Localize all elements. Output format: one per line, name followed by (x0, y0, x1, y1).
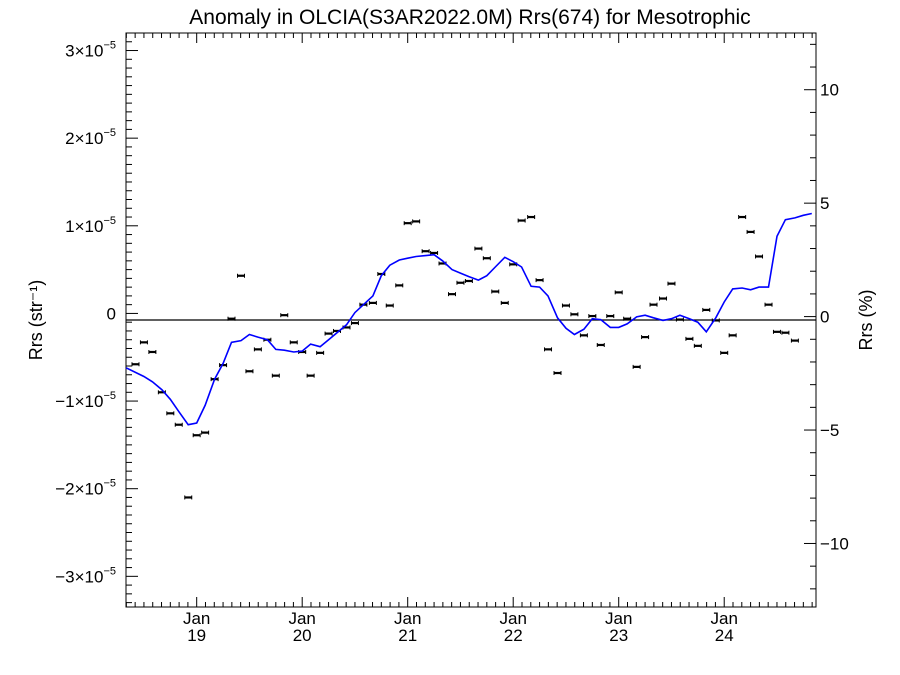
data-point (659, 296, 668, 301)
data-point (316, 350, 325, 355)
x-tick-label-month: Jan (711, 609, 738, 628)
y-right-tick-label: 0 (820, 308, 829, 327)
data-point (253, 347, 262, 352)
series-layer (125, 212, 812, 500)
data-point (448, 292, 457, 297)
y-left-tick-label: −2×10−5 (55, 478, 116, 499)
x-tick-label-year: 19 (187, 626, 206, 645)
data-point (702, 307, 711, 312)
data-point (649, 302, 658, 307)
data-point (772, 329, 781, 334)
x-tick-label-month: Jan (394, 609, 421, 628)
data-point (306, 373, 315, 378)
data-point (570, 312, 579, 317)
data-point (166, 411, 175, 416)
data-point (131, 362, 140, 367)
x-tick-label-month: Jan (499, 609, 526, 628)
data-point (781, 330, 790, 335)
y-right-tick-label: 5 (820, 194, 829, 213)
data-point (561, 303, 570, 308)
data-point (227, 316, 236, 321)
chart-title: Anomaly in OLCIA(S3AR2022.0M) Rrs(674) f… (189, 6, 750, 29)
y-left-tick-label: 2×10−5 (65, 127, 116, 148)
data-point (535, 278, 544, 283)
y-left-tick-label: 3×10−5 (65, 40, 116, 61)
y-left-tick-label: −1×10−5 (55, 390, 116, 411)
data-point (790, 338, 799, 343)
y-right-tick-label: 10 (820, 81, 839, 100)
data-point (685, 336, 694, 341)
data-point (421, 249, 430, 254)
data-point (412, 219, 421, 224)
series-line-smoothed (125, 212, 812, 426)
data-point (517, 218, 526, 223)
data-point (764, 302, 773, 307)
y-axis-left-ticks: 3×10−5 2×10−5 1×10−5 0 −1×10−5 −2×10−5 −3×10−5 (55, 32, 138, 604)
data-point (632, 364, 641, 369)
data-point (755, 254, 764, 259)
x-tick-label-month: Jan (288, 609, 315, 628)
y-left-tick-label: 1×10−5 (65, 215, 116, 236)
data-point (606, 314, 615, 319)
data-point (623, 316, 632, 321)
data-point (201, 430, 210, 435)
data-point (720, 350, 729, 355)
data-point (464, 279, 473, 284)
x-tick-label-year: 21 (398, 626, 417, 645)
data-point (667, 281, 676, 286)
data-point (368, 300, 377, 305)
data-point (553, 371, 562, 376)
x-tick-label-month: Jan (605, 609, 632, 628)
data-point (728, 333, 737, 338)
data-point (596, 342, 605, 347)
data-point (579, 333, 588, 338)
data-point (324, 331, 333, 336)
y-left-tick-label: 0 (107, 304, 116, 323)
data-point (675, 317, 684, 322)
x-tick-label-year: 22 (504, 626, 523, 645)
data-point (148, 349, 157, 354)
y-right-tick-label: −5 (820, 421, 839, 440)
data-point (491, 289, 500, 294)
y-left-tick-label: −3×10−5 (55, 565, 116, 586)
data-point (614, 290, 623, 295)
data-point (174, 422, 183, 427)
data-point (544, 347, 553, 352)
data-point (641, 335, 650, 340)
x-tick-label-year: 24 (715, 626, 734, 645)
data-point (527, 215, 536, 220)
data-point (289, 340, 298, 345)
data-point (738, 215, 747, 220)
data-point (395, 283, 404, 288)
data-point (500, 300, 509, 305)
data-point (385, 303, 394, 308)
y-axis-right-title: Rrs (%) (856, 290, 876, 351)
x-tick-label-year: 23 (609, 626, 628, 645)
data-point (139, 340, 148, 345)
x-tick-label-month: Jan (183, 609, 210, 628)
data-point (280, 313, 289, 318)
data-point (192, 433, 201, 438)
y-axis-left-title: Rrs (str⁻¹) (26, 280, 46, 360)
x-tick-label-year: 20 (293, 626, 312, 645)
data-point (588, 314, 597, 319)
data-point (237, 273, 245, 278)
data-point (403, 221, 412, 226)
y-right-tick-label: −10 (820, 534, 849, 553)
data-point (271, 373, 280, 378)
data-point (350, 321, 359, 326)
data-point (184, 495, 193, 500)
data-point (456, 280, 465, 285)
data-point (482, 256, 491, 261)
data-point (746, 229, 755, 234)
data-point (474, 246, 483, 251)
data-point (245, 369, 254, 374)
data-point (693, 343, 702, 348)
y-axis-right-ticks: 10 5 0 −5 −10 (804, 43, 849, 590)
